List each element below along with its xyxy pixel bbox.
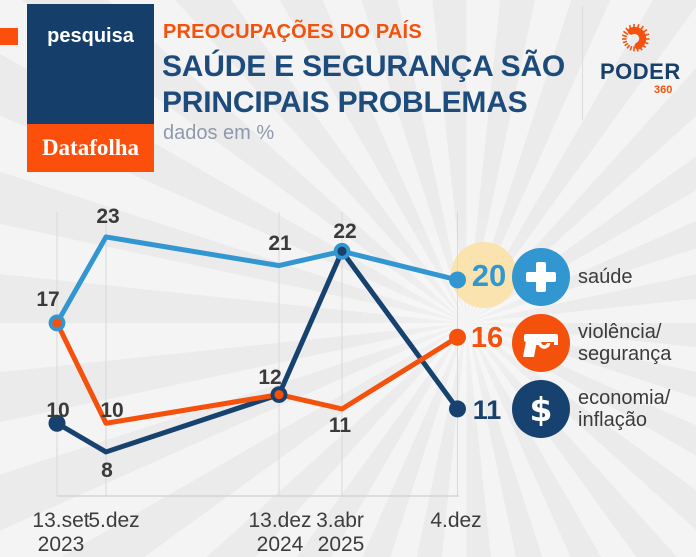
x-tick-year: 2025 <box>318 533 365 556</box>
highlight-circle <box>451 242 517 308</box>
data-point <box>48 414 66 432</box>
poder-logo-text: PODER <box>600 59 681 84</box>
gun-icon <box>523 334 558 357</box>
title-line-2: PRINCIPAIS PROBLEMAS <box>162 86 528 119</box>
poder-sunburst-icon <box>621 23 650 52</box>
legend-text: inflação <box>578 409 647 431</box>
legend-label-health: saúde <box>578 266 633 288</box>
economy-legend-badge: $ <box>512 380 570 438</box>
data-point <box>449 400 466 418</box>
legend-label-economy: economia/ inflação <box>578 387 670 431</box>
x-tick-label: 13.dez <box>248 509 311 532</box>
pesquisa-label: pesquisa <box>47 25 134 47</box>
legend-text: saúde <box>578 266 633 288</box>
legend-text: segurança <box>578 343 672 365</box>
poder360-logo: PODER 360 <box>596 23 680 98</box>
value-label: 23 <box>96 205 119 228</box>
x-tick-label: 4.dez <box>430 509 481 532</box>
health-legend-badge <box>512 248 570 306</box>
data-point <box>449 271 466 289</box>
value-label: 10 <box>100 399 123 422</box>
violence-legend-badge <box>512 314 570 372</box>
series-line-saúde <box>54 234 460 326</box>
poder-logo-360: 360 <box>654 84 673 96</box>
title-line-1: SAÚDE E SEGURANÇA SÃO <box>162 50 566 83</box>
data-point <box>270 386 288 404</box>
legend-text: violência/ <box>578 321 662 343</box>
plus-icon <box>526 262 556 292</box>
page-title: SAÚDE E SEGURANÇA SÃO PRINCIPAIS PROBLEMA… <box>162 49 565 121</box>
x-tick-label: 13.set <box>32 509 89 532</box>
pesquisa-badge: pesquisa <box>27 4 154 124</box>
value-label: 17 <box>36 288 59 311</box>
value-label: 20 <box>472 258 506 293</box>
header-divider <box>582 6 583 120</box>
value-label: 11 <box>329 414 352 437</box>
data-point <box>449 328 466 346</box>
legend-text: economia/ <box>578 387 671 409</box>
x-tick-label: 5.dez <box>88 509 139 532</box>
value-label: 10 <box>46 399 69 422</box>
datafolha-label: Datafolha <box>41 135 140 160</box>
value-label: 21 <box>268 232 292 255</box>
subtitle: dados em % <box>163 122 275 144</box>
data-point <box>333 242 351 260</box>
x-tick-label: 3.abr <box>316 509 364 532</box>
kicker: PREOCUPAÇÕES DO PAÍS <box>163 21 422 43</box>
legend-label-violence: violência/ segurança <box>578 321 671 365</box>
value-label: 8 <box>101 459 113 482</box>
datafolha-logo: Datafolha <box>27 124 154 172</box>
value-label: 12 <box>258 366 281 389</box>
x-tick-year: 2023 <box>38 533 85 556</box>
value-label: 16 <box>471 322 503 354</box>
left-accent-tab <box>0 28 18 45</box>
value-label: 22 <box>333 220 356 243</box>
x-tick-year: 2024 <box>257 533 304 556</box>
dollar-icon: $ <box>529 389 553 429</box>
value-label: 11 <box>473 395 502 425</box>
data-point <box>48 314 66 332</box>
